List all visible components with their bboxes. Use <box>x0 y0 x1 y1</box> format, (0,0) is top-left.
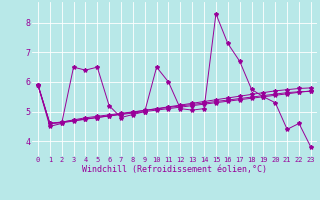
X-axis label: Windchill (Refroidissement éolien,°C): Windchill (Refroidissement éolien,°C) <box>82 165 267 174</box>
